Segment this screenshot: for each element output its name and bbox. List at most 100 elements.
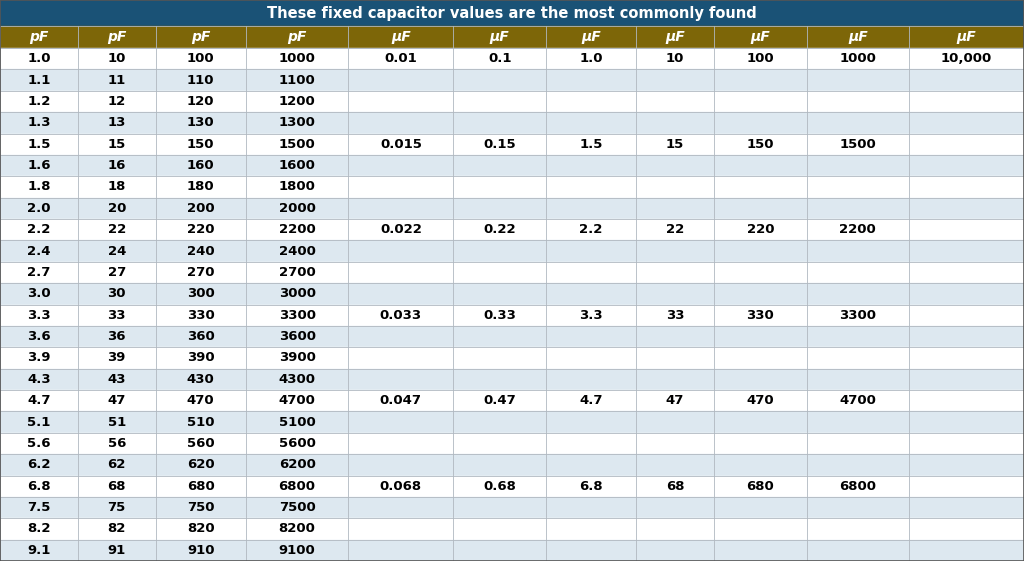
Text: 4300: 4300 [279,373,315,386]
Text: 8.2: 8.2 [28,522,50,535]
Text: 36: 36 [108,330,126,343]
Text: 0.1: 0.1 [487,52,511,65]
Bar [0,176,1024,197]
Text: 4.7: 4.7 [580,394,603,407]
Bar [0,262,1024,283]
Text: 1000: 1000 [840,52,877,65]
Text: μF: μF [751,30,770,44]
Text: 220: 220 [187,223,214,236]
Text: 220: 220 [746,223,774,236]
Text: 4.3: 4.3 [27,373,51,386]
Text: 22: 22 [666,223,684,236]
Text: 6200: 6200 [279,458,315,471]
Text: 7.5: 7.5 [28,501,50,514]
Bar [0,283,1024,305]
Text: 0.015: 0.015 [380,137,422,151]
Text: 3.3: 3.3 [580,309,603,321]
Bar [546,26,636,48]
Text: 1300: 1300 [279,116,315,130]
Bar [0,433,1024,454]
Text: 120: 120 [187,95,214,108]
Text: 8200: 8200 [279,522,315,535]
Text: 5.1: 5.1 [28,416,50,429]
Text: 15: 15 [108,137,126,151]
Text: 10: 10 [666,52,684,65]
Text: 160: 160 [187,159,215,172]
Text: 330: 330 [746,309,774,321]
Text: 1.0: 1.0 [28,52,50,65]
Text: pF: pF [191,30,210,44]
Bar [0,26,78,48]
Text: 2.2: 2.2 [580,223,603,236]
Text: 6800: 6800 [840,480,877,493]
Bar [0,540,1024,561]
Text: 3300: 3300 [840,309,877,321]
Text: 1200: 1200 [279,95,315,108]
Text: 150: 150 [746,137,774,151]
Text: 680: 680 [746,480,774,493]
Bar [0,347,1024,369]
Bar [0,390,1024,411]
Text: 6.8: 6.8 [27,480,51,493]
Text: 6800: 6800 [279,480,315,493]
Text: 91: 91 [108,544,126,557]
Text: 3900: 3900 [279,351,315,365]
Text: 62: 62 [108,458,126,471]
Text: 0.033: 0.033 [380,309,422,321]
Bar [0,197,1024,219]
Text: 15: 15 [666,137,684,151]
Bar [0,305,1024,326]
Text: 24: 24 [108,245,126,257]
Bar [246,26,348,48]
Text: 47: 47 [108,394,126,407]
Text: 360: 360 [186,330,215,343]
Text: pF: pF [30,30,48,44]
Text: 390: 390 [187,351,215,365]
Text: 13: 13 [108,116,126,130]
Text: 0.68: 0.68 [483,480,516,493]
Text: 620: 620 [187,458,215,471]
Text: 0.068: 0.068 [380,480,422,493]
Text: 56: 56 [108,437,126,450]
Text: 130: 130 [187,116,215,130]
Text: 1800: 1800 [279,181,315,194]
Text: 10: 10 [108,52,126,65]
Text: 2.4: 2.4 [28,245,50,257]
Text: 560: 560 [187,437,215,450]
Text: 18: 18 [108,181,126,194]
Text: 2.0: 2.0 [28,202,50,215]
Bar [0,91,1024,112]
Text: 1100: 1100 [279,73,315,86]
Bar [0,411,1024,433]
Text: 270: 270 [187,266,214,279]
Text: 47: 47 [666,394,684,407]
Text: 1.6: 1.6 [28,159,50,172]
Bar [636,26,714,48]
Text: 75: 75 [108,501,126,514]
Text: 0.15: 0.15 [483,137,516,151]
Text: 0.01: 0.01 [384,52,417,65]
Text: 680: 680 [186,480,215,493]
Text: 3.3: 3.3 [27,309,51,321]
Text: 33: 33 [666,309,684,321]
Bar [0,454,1024,476]
Bar [0,112,1024,134]
Text: 3300: 3300 [279,309,315,321]
Text: 10,000: 10,000 [941,52,992,65]
Bar [0,48,1024,70]
Text: 2.2: 2.2 [28,223,50,236]
Text: 68: 68 [666,480,684,493]
Text: 1.2: 1.2 [28,95,50,108]
Bar [78,26,156,48]
Text: 0.022: 0.022 [380,223,422,236]
Text: 20: 20 [108,202,126,215]
Text: 4700: 4700 [279,394,315,407]
Text: 3.9: 3.9 [28,351,50,365]
Text: 82: 82 [108,522,126,535]
Text: 1.5: 1.5 [580,137,603,151]
Text: μF: μF [489,30,510,44]
Text: 2400: 2400 [279,245,315,257]
Text: μF: μF [582,30,601,44]
Bar [909,26,1024,48]
Text: 12: 12 [108,95,126,108]
